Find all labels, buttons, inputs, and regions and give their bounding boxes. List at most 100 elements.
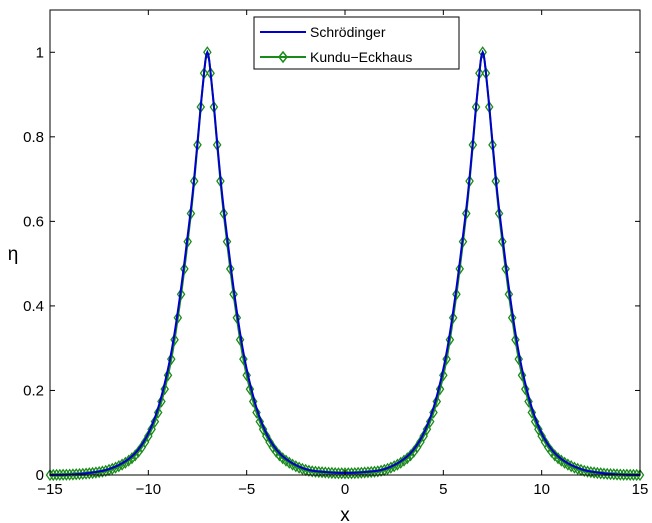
data-point-marker: [321, 466, 330, 479]
data-point-marker: [629, 468, 638, 482]
data-point-marker: [511, 333, 520, 346]
data-point-marker: [606, 467, 615, 481]
x-tick-label: −10: [136, 481, 161, 498]
data-point-marker: [334, 467, 343, 480]
data-point-marker: [612, 468, 622, 481]
data-point-marker: [494, 207, 504, 220]
y-tick-label: 0.2: [23, 382, 44, 399]
data-point-marker: [248, 395, 258, 408]
data-point-marker: [324, 466, 333, 479]
y-tick-label: 0.4: [23, 298, 44, 315]
data-point-marker: [602, 467, 612, 481]
data-point-marker: [517, 369, 527, 382]
data-point-marker: [163, 369, 173, 382]
x-tick-label: 5: [439, 481, 447, 498]
data-point-marker: [360, 466, 369, 479]
data-point-marker: [458, 235, 468, 248]
data-point-marker: [147, 423, 156, 436]
data-point-marker: [452, 288, 461, 301]
data-point-marker: [55, 468, 65, 481]
data-point-marker: [419, 429, 428, 443]
data-point-marker: [180, 262, 189, 276]
data-point-marker: [429, 406, 438, 419]
data-point-marker: [52, 468, 61, 482]
data-point-marker: [127, 452, 137, 465]
data-point-marker: [81, 467, 91, 480]
data-point-marker: [337, 467, 347, 480]
data-point-marker: [153, 406, 163, 419]
data-point-marker: [461, 207, 471, 220]
y-tick-label: 0.6: [23, 213, 44, 230]
data-point-marker: [157, 395, 166, 408]
data-point-marker: [62, 468, 71, 481]
data-point-marker: [124, 454, 133, 467]
data-point-marker: [130, 449, 140, 462]
data-point-marker: [442, 352, 451, 366]
data-point-marker: [173, 311, 183, 324]
data-point-marker: [78, 467, 88, 481]
data-point-marker: [504, 288, 514, 301]
x-tick-label: −15: [37, 481, 62, 498]
data-point-marker: [527, 406, 537, 419]
data-point-marker: [68, 468, 78, 481]
series-markers-kundu-eckhaus: [45, 46, 645, 482]
data-point-marker: [71, 468, 81, 481]
data-point-marker: [448, 311, 458, 324]
data-point-marker: [514, 352, 524, 366]
x-tick-label: 15: [632, 481, 649, 498]
data-point-marker: [170, 333, 179, 346]
data-point-marker: [235, 333, 245, 346]
data-point-marker: [186, 207, 196, 220]
data-point-marker: [422, 423, 432, 436]
data-point-marker: [121, 456, 130, 469]
data-point-marker: [396, 456, 406, 469]
x-tick-label: −5: [238, 481, 255, 498]
data-point-marker: [406, 449, 415, 462]
data-point-marker: [183, 235, 192, 248]
data-point-marker: [330, 466, 340, 480]
data-point-marker: [160, 383, 170, 396]
data-point-marker: [622, 468, 632, 481]
data-point-marker: [616, 468, 625, 481]
data-point-marker: [144, 429, 153, 443]
data-point-marker: [609, 468, 619, 481]
legend-label-kundu-eckhaus: Kundu−Eckhaus: [310, 49, 412, 65]
data-point-marker: [58, 468, 68, 481]
data-point-marker: [498, 235, 507, 248]
ticks-layer: −15 −10 −5 0 5 10 15 0 0.2 0.4 0.6 0.8 1: [23, 10, 648, 498]
data-point-marker: [455, 262, 465, 276]
y-tick-label: 0.8: [23, 129, 44, 146]
y-axis-label: η: [8, 244, 19, 265]
data-point-marker: [45, 468, 55, 482]
data-point-marker: [65, 468, 74, 481]
data-point-marker: [524, 395, 533, 408]
data-point-marker: [625, 468, 635, 481]
data-point-marker: [507, 311, 517, 324]
data-point-marker: [599, 467, 609, 480]
plot-area: [50, 10, 640, 475]
data-point-marker: [635, 468, 645, 482]
data-point-marker: [478, 46, 487, 59]
data-point-marker: [176, 288, 186, 301]
data-point-marker: [166, 352, 176, 366]
x-tick-label: 10: [533, 481, 550, 498]
data-point-marker: [232, 311, 242, 324]
data-point-marker: [432, 395, 442, 408]
data-point-marker: [619, 468, 628, 481]
data-point-marker: [327, 466, 337, 480]
data-point-marker: [343, 467, 353, 480]
data-point-marker: [520, 383, 530, 396]
data-point-marker: [632, 468, 642, 482]
y-tick-label: 0: [36, 467, 44, 484]
data-point-marker: [48, 468, 58, 482]
data-point-marker: [445, 333, 455, 346]
legend-box: [253, 16, 460, 70]
data-point-marker: [255, 415, 265, 428]
data-point-marker: [425, 415, 435, 428]
data-point-marker: [225, 262, 235, 276]
data-point-marker: [439, 369, 448, 382]
data-point-marker: [75, 467, 84, 481]
data-point-marker: [353, 466, 363, 480]
data-point-marker: [245, 383, 255, 396]
